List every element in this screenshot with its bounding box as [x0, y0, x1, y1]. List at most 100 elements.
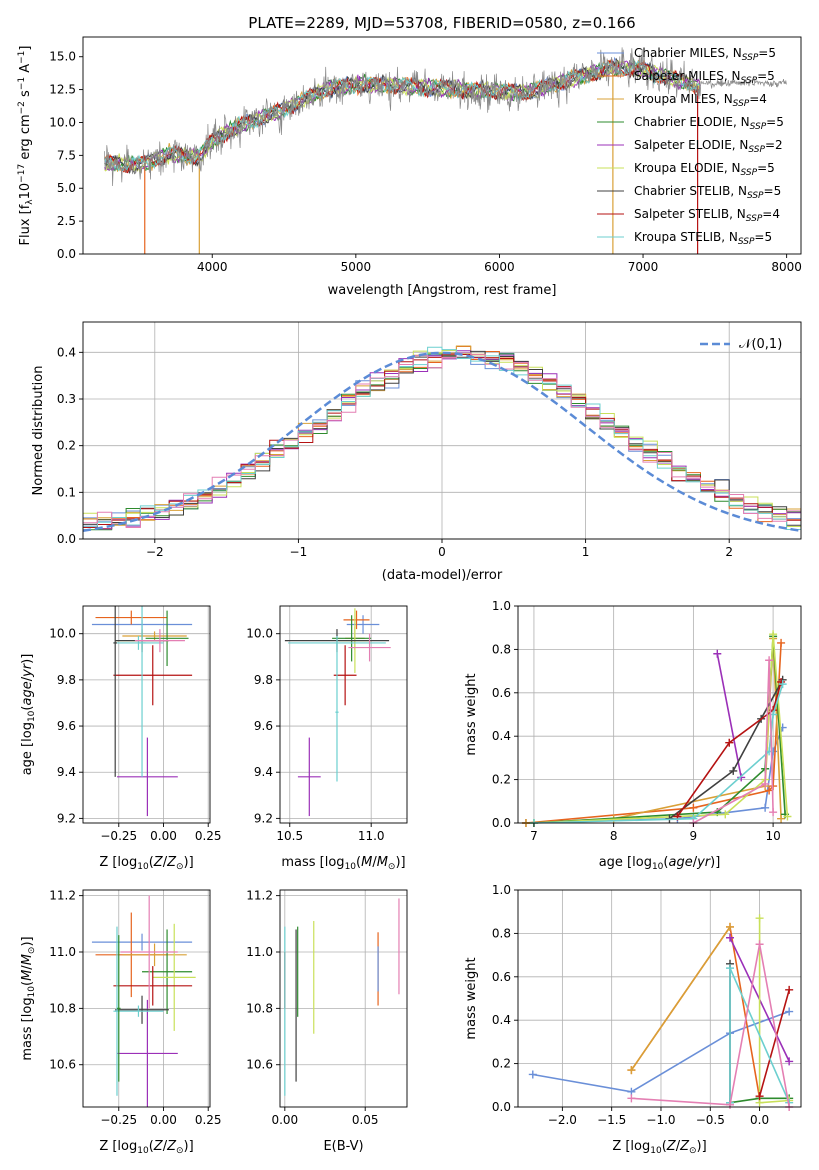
weight-line — [525, 727, 784, 824]
mass_vs_EBV-points — [284, 898, 400, 1096]
weight-line — [693, 660, 774, 824]
x-tick-label: 0 — [438, 545, 446, 559]
x-tick-label: 4000 — [197, 260, 228, 274]
y-tick-label: 9.2 — [254, 811, 273, 825]
x-tick-label: −0.25 — [100, 829, 137, 843]
x-tick-label: −0.25 — [100, 1113, 137, 1127]
plus-marker — [721, 810, 730, 819]
age_vs_mass-points — [284, 608, 391, 817]
x-tick-label: 7000 — [628, 260, 659, 274]
spectrum-ylabel: Flux [fλ10−17 erg cm−2 s−1 A−1] — [17, 46, 35, 246]
y-tick-label: 0.0 — [492, 816, 511, 830]
mass_weight_vs_Z-xlabel: Z [log10(Z/Z⊙)] — [612, 1139, 706, 1156]
weight-line — [669, 679, 784, 820]
plus-marker — [755, 914, 764, 923]
legend-entry: Kroupa MILES, NSSP=4 — [634, 92, 767, 109]
legend-entry: Kroupa STELIB, NSSP=5 — [634, 230, 772, 247]
plus-marker — [785, 1007, 794, 1016]
y-tick-label: 0.1 — [57, 485, 76, 499]
plus-marker — [761, 803, 770, 812]
plus-marker — [785, 1057, 794, 1066]
x-tick-label: 9 — [690, 829, 698, 843]
mass_vs_EBV-xlabel: E(B-V) — [323, 1139, 363, 1154]
spectrum-xlabel: wavelength [Angstrom, rest frame] — [328, 283, 557, 298]
y-tick-label: 11.2 — [246, 889, 273, 903]
legend-n: 5 — [764, 230, 772, 244]
y-tick-label: 0.4 — [57, 345, 76, 359]
legend-n: 2 — [775, 138, 783, 152]
y-tick-label: 0.4 — [492, 1013, 511, 1027]
plus-marker — [729, 766, 738, 775]
y-tick-label: 7.5 — [57, 148, 76, 162]
y-tick-label: 0.8 — [492, 642, 511, 656]
mass_weight_vs_age-ylabel: mass weight — [464, 673, 479, 755]
x-tick-label: 5000 — [341, 260, 372, 274]
x-tick-label: 1 — [582, 545, 590, 559]
legend-name: Salpeter ELODIE — [634, 138, 732, 152]
weight-line — [631, 944, 790, 1108]
y-tick-label: 0.2 — [57, 439, 76, 453]
axes-frame — [517, 605, 802, 824]
y-tick-label: 0.0 — [492, 1100, 511, 1114]
x-tick-label: 7 — [530, 829, 538, 843]
spectrum-models — [104, 47, 787, 254]
x-tick-label: 10 — [765, 829, 780, 843]
mass_vs_Z-xlabel: Z [log10(Z/Z⊙)] — [99, 1139, 193, 1156]
mass_weight_vs_age-frame: 7 8 9 10 0.0 0.2 0.4 0.6 0.8 1.0 — [492, 599, 802, 843]
legend-name: Kroupa MILES — [634, 92, 716, 106]
y-tick-label: 9.6 — [254, 719, 273, 733]
plus-marker — [737, 773, 746, 782]
legend-entry: Salpeter MILES, NSSP=5 — [634, 69, 775, 86]
mass_weight_vs_Z-series — [528, 914, 794, 1111]
plus-marker — [726, 933, 735, 942]
mass_vs_EBV-frame: 0.00 0.05 10.6 10.8 11.0 11.2 — [246, 889, 408, 1127]
residual-ylabel: Normed distribution — [31, 366, 46, 496]
legend-n: 4 — [772, 207, 780, 221]
x-tick-label: −1.0 — [646, 1113, 675, 1127]
legend-name: Salpeter MILES — [634, 69, 724, 83]
y-tick-label: 10.0 — [49, 627, 76, 641]
age_vs_Z-points — [91, 606, 193, 817]
axes-frame — [82, 605, 211, 824]
residual-xlabel: (data-model)/error — [382, 568, 503, 583]
y-tick-label: 0.0 — [57, 247, 76, 261]
axes-frame — [279, 889, 408, 1108]
age_vs_mass-xlabel: mass [log10(M/M⊙)] — [281, 855, 405, 872]
plus-marker — [528, 1070, 537, 1079]
y-tick-label: 9.2 — [57, 811, 76, 825]
spectrum-frame: 4000 5000 6000 7000 8000 0.0 2.5 5.0 7.5 10.0 12.5… — [49, 36, 802, 274]
plus-marker — [778, 680, 787, 689]
plus-marker — [713, 649, 722, 658]
y-tick-label: 15.0 — [49, 50, 76, 64]
model-spectrum-line — [104, 59, 701, 172]
legend-entry: Chabrier STELIB, NSSP=5 — [634, 184, 781, 201]
x-tick-label: 8000 — [771, 260, 802, 274]
x-tick-label: 0.05 — [352, 1113, 379, 1127]
age_vs_Z-axes — [83, 606, 210, 823]
y-tick-label: 10.0 — [49, 115, 76, 129]
x-tick-label: 0.0 — [750, 1113, 769, 1127]
x-tick-label: 0.00 — [150, 829, 177, 843]
y-tick-label: 0.4 — [492, 729, 511, 743]
y-tick-label: 12.5 — [49, 83, 76, 97]
weight-line — [533, 683, 784, 824]
mass_vs_EBV-axes — [280, 890, 407, 1107]
x-tick-label: 0.25 — [195, 829, 222, 843]
weight-line — [676, 681, 782, 817]
y-tick-label: 10.6 — [49, 1058, 76, 1072]
plus-marker — [726, 922, 735, 931]
y-tick-label: 9.6 — [57, 719, 76, 733]
legend-name: Chabrier ELODIE — [634, 115, 733, 129]
x-tick-label: 2 — [725, 545, 733, 559]
legend-entry: Chabrier MILES, NSSP=5 — [634, 46, 776, 63]
spectrum-legend: Chabrier MILES, NSSP=5 Salpeter MILES, NS… — [597, 46, 784, 247]
legend-name: Kroupa STELIB — [634, 230, 721, 244]
y-tick-label: 10.0 — [246, 627, 273, 641]
axes-frame — [517, 889, 802, 1108]
plus-marker — [726, 964, 735, 973]
y-tick-label: 9.8 — [254, 673, 273, 687]
plus-marker — [785, 985, 794, 994]
model-spectrum-line — [104, 59, 701, 173]
legend-n: 4 — [759, 92, 767, 106]
